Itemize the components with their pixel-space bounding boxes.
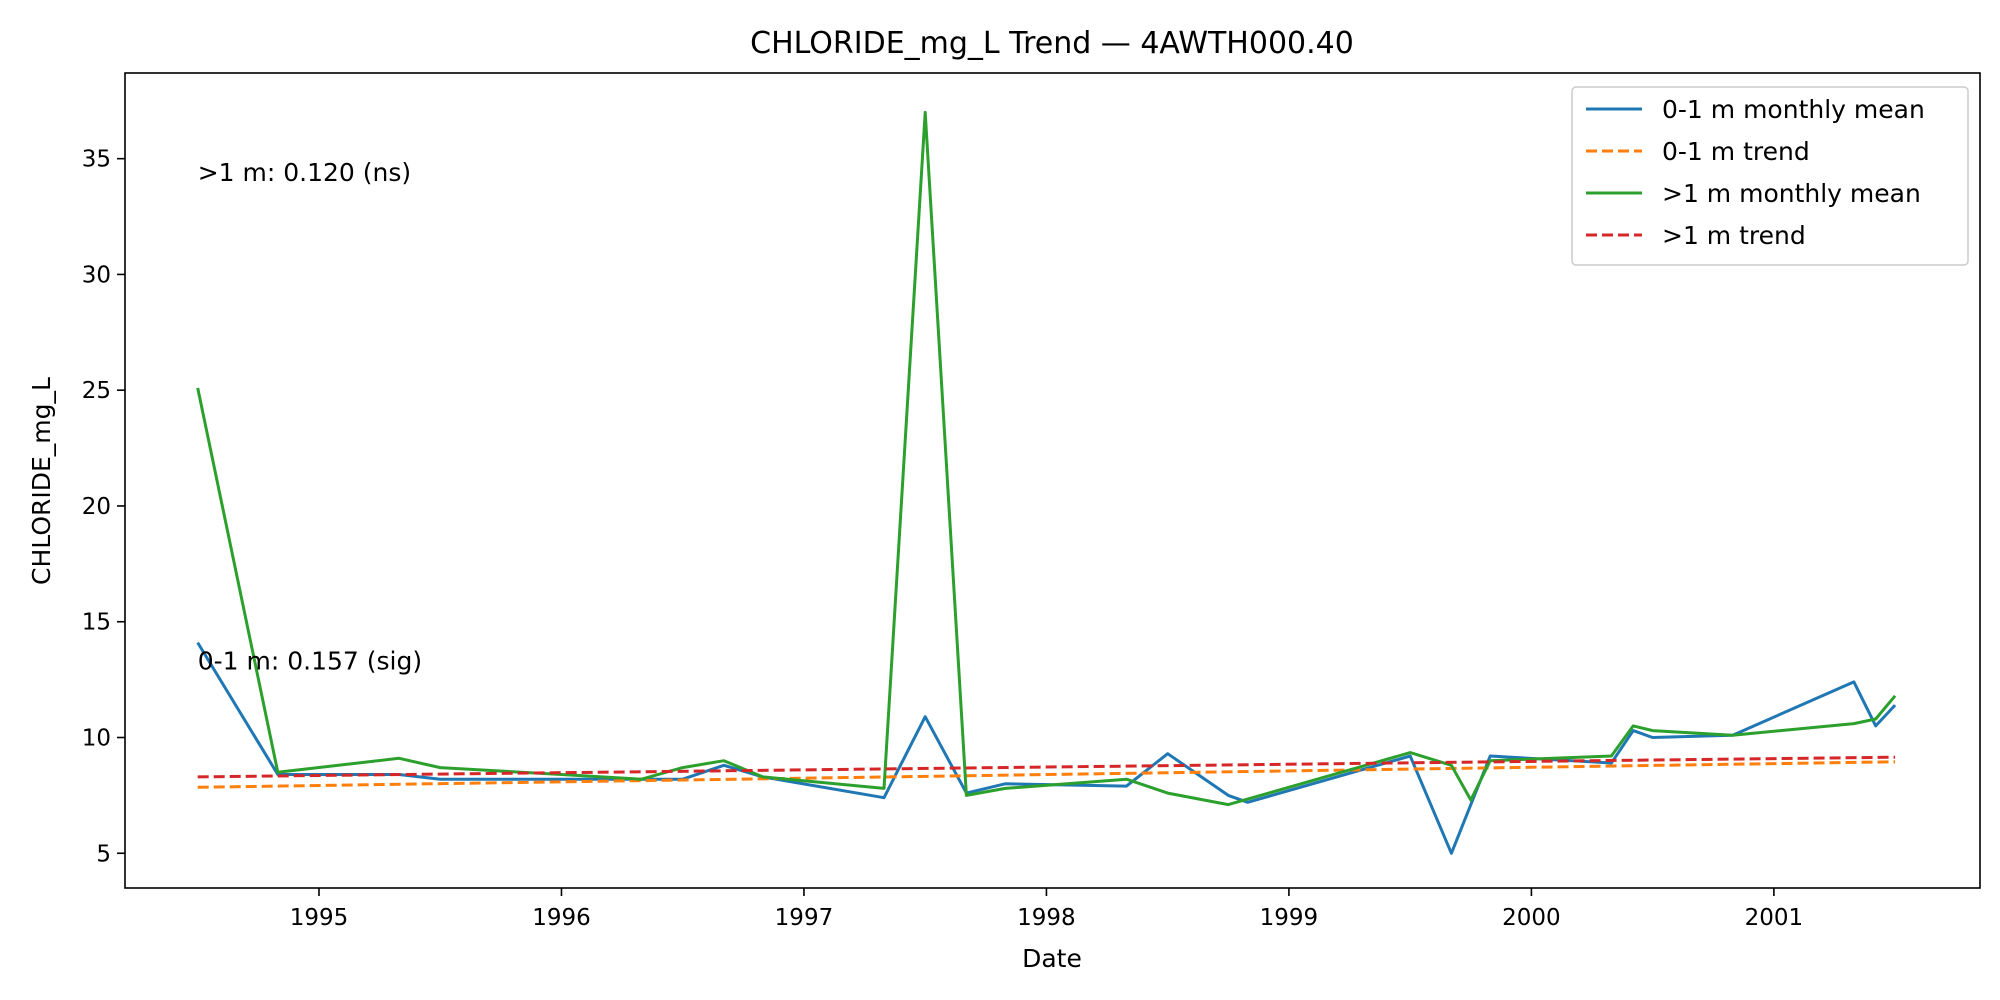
legend-box	[1571, 86, 1969, 266]
annotation: >1 m: 0.120 (ns)	[198, 158, 411, 187]
chart-title: CHLORIDE_mg_L Trend — 4AWTH000.40	[750, 26, 1354, 61]
annotation-layer: >1 m: 0.120 (ns) 0-1 m: 0.157 (sig)	[198, 158, 422, 676]
y-tick-label: 20	[82, 494, 111, 520]
series-line	[196, 641, 1897, 855]
legend-entry: >1 m monthly mean	[1662, 179, 1921, 208]
y-tick-label: 30	[82, 262, 111, 288]
y-tick-label: 35	[82, 147, 111, 173]
x-tick-label: 1997	[775, 905, 834, 931]
x-axis: 1995 1996 1997 1998 1999 2000 2001	[290, 888, 1803, 931]
legend: 0-1 m monthly mean 0-1 m trend >1 m monthl…	[1571, 86, 1969, 266]
y-axis-label: CHLORIDE_mg_L	[27, 377, 56, 585]
x-tick-label: 2000	[1502, 905, 1561, 931]
y-tick-label: 5	[96, 841, 111, 867]
series-line	[197, 755, 1896, 779]
plot-frame	[124, 72, 1981, 889]
x-tick-label: 2001	[1745, 905, 1804, 931]
series-layer	[196, 110, 1897, 855]
y-tick-label: 10	[82, 726, 111, 752]
x-tick-label: 1998	[1017, 905, 1076, 931]
x-axis-label: Date	[1022, 944, 1082, 973]
annotation: 0-1 m: 0.157 (sig)	[198, 647, 422, 676]
y-tick-label: 25	[82, 378, 111, 404]
legend-entry: 0-1 m trend	[1662, 137, 1810, 166]
series-line	[197, 760, 1896, 789]
y-tick-label: 15	[82, 610, 111, 636]
x-tick-label: 1996	[532, 905, 591, 931]
legend-entry: >1 m trend	[1662, 221, 1806, 250]
x-tick-label: 1999	[1260, 905, 1319, 931]
y-axis: 5 10 15 20 25 30 35	[82, 147, 125, 867]
x-tick-label: 1995	[290, 905, 349, 931]
legend-entry: 0-1 m monthly mean	[1662, 95, 1925, 124]
series-line	[196, 110, 1897, 807]
